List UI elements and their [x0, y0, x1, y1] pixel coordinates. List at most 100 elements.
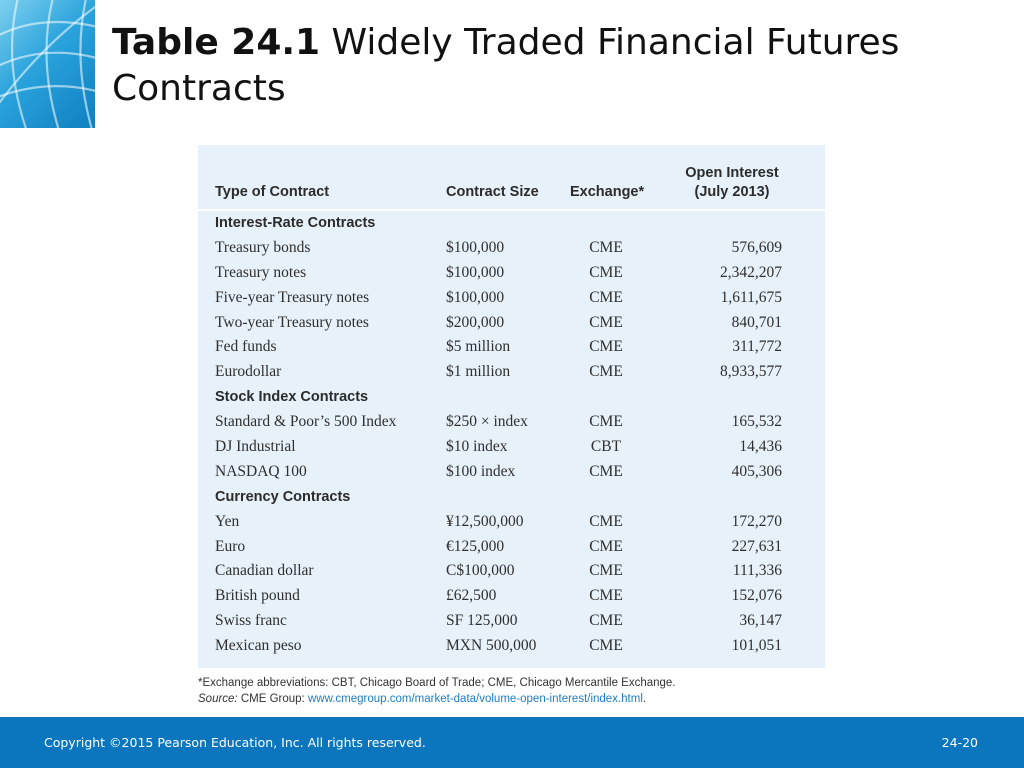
- cell-type: Eurodollar: [215, 363, 282, 381]
- cell-open-interest: 152,076: [731, 587, 782, 605]
- table-row: Fed funds $5 million CME 311,772: [198, 335, 825, 360]
- cell-exchange: CME: [589, 338, 623, 356]
- cell-size: $5 million: [446, 338, 511, 356]
- section-label: Currency Contracts: [215, 488, 351, 505]
- cell-type: Mexican peso: [215, 637, 302, 655]
- source-line: Source: CME Group: www.cmegroup.com/mark…: [198, 691, 898, 707]
- cell-type: NASDAQ 100: [215, 462, 307, 480]
- table-body: Interest-Rate Contracts Treasury bonds $10…: [198, 211, 825, 659]
- table-row: Two-year Treasury notes $200,000 CME 840,70…: [198, 311, 825, 336]
- header-open-interest-2: (July 2013): [694, 184, 770, 200]
- section-label: Interest-Rate Contracts: [215, 215, 376, 231]
- table-row: British pound £62,500 CME 152,076: [198, 584, 825, 609]
- cell-type: DJ Industrial: [215, 438, 296, 456]
- cell-size: $100,000: [446, 263, 505, 281]
- table-row: Five-year Treasury notes $100,000 CME 1,611…: [198, 286, 825, 311]
- cell-size: SF 125,000: [446, 612, 518, 630]
- cell-size: $100 index: [446, 462, 516, 480]
- futures-table: Type of Contract Contract Size Exchange*…: [198, 145, 825, 668]
- cell-type: Swiss franc: [215, 612, 287, 630]
- cell-size: MXN 500,000: [446, 637, 537, 655]
- cell-open-interest: 576,609: [731, 238, 782, 256]
- table-row: Treasury notes $100,000 CME 2,342,207: [198, 261, 825, 286]
- cell-open-interest: 405,306: [731, 462, 782, 480]
- cell-size: $10 index: [446, 438, 508, 456]
- cell-open-interest: 311,772: [732, 338, 782, 356]
- cell-exchange: CME: [589, 413, 623, 431]
- cell-exchange: CME: [589, 288, 623, 306]
- cell-open-interest: 8,933,577: [720, 363, 782, 381]
- cell-exchange: CME: [589, 512, 623, 530]
- cell-open-interest: 1,611,675: [720, 288, 782, 306]
- table-row: Yen ¥12,500,000 CME 172,270: [198, 510, 825, 535]
- table-row: Swiss franc SF 125,000 CME 36,147: [198, 609, 825, 634]
- header-type: Type of Contract: [215, 184, 330, 200]
- page-number: 24-20: [941, 735, 978, 750]
- slide-title: Table 24.1 Widely Traded Financial Futur…: [112, 20, 992, 112]
- cell-size: $1 million: [446, 363, 511, 381]
- cell-size: $250 × index: [446, 413, 528, 431]
- cell-type: Canadian dollar: [215, 562, 314, 580]
- cell-open-interest: 111,336: [732, 562, 782, 580]
- table-row: Treasury bonds $100,000 CME 576,609: [198, 236, 825, 261]
- source-link[interactable]: www.cmegroup.com/market-data/volume-open…: [307, 693, 643, 705]
- cell-exchange: CME: [589, 363, 623, 381]
- cell-open-interest: 172,270: [731, 512, 782, 530]
- header-size: Contract Size: [446, 184, 539, 200]
- cell-type: British pound: [215, 587, 300, 605]
- source-end: .: [642, 693, 647, 705]
- section-label: Stock Index Contracts: [215, 389, 369, 406]
- cell-size: $200,000: [446, 313, 505, 331]
- cell-exchange: CME: [589, 313, 623, 331]
- table-row: Mexican peso MXN 500,000 CME 101,051: [198, 634, 825, 659]
- cell-exchange: CME: [589, 238, 623, 256]
- cell-open-interest: 36,147: [739, 612, 782, 630]
- cell-type: Two-year Treasury notes: [215, 313, 369, 331]
- header-exchange: Exchange*: [570, 184, 645, 200]
- cell-exchange: CBT: [590, 438, 622, 456]
- table-row: Canadian dollar C$100,000 CME 111,336: [198, 559, 825, 584]
- section-heading: Currency Contracts: [198, 485, 825, 510]
- footnote: *Exchange abbreviations: CBT, Chicago Bo…: [198, 677, 676, 689]
- cell-size: $100,000: [446, 288, 505, 306]
- cell-type: Yen: [215, 512, 240, 530]
- source-text: CME Group:: [237, 693, 308, 705]
- slide-title-number: Table 24.1: [112, 22, 321, 63]
- cell-exchange: CME: [589, 562, 623, 580]
- cell-size: £62,500: [446, 587, 497, 605]
- cell-exchange: CME: [589, 612, 623, 630]
- cell-exchange: CME: [589, 537, 623, 555]
- cell-open-interest: 2,342,207: [720, 263, 782, 281]
- cell-size: €125,000: [446, 537, 505, 555]
- cell-exchange: CME: [589, 462, 623, 480]
- cell-type: Treasury bonds: [215, 238, 311, 256]
- cell-exchange: CME: [589, 637, 623, 655]
- cell-open-interest: 165,532: [731, 413, 782, 431]
- cell-exchange: CME: [589, 263, 623, 281]
- table-row: DJ Industrial $10 index CBT 14,436: [198, 435, 825, 460]
- cell-size: $100,000: [446, 238, 505, 256]
- table-row: Eurodollar $1 million CME 8,933,577: [198, 360, 825, 385]
- globe-lines-logo: [0, 0, 95, 128]
- copyright-text: Copyright ©2015 Pearson Education, Inc. …: [44, 735, 426, 750]
- cell-open-interest: 227,631: [731, 537, 782, 555]
- cell-type: Treasury notes: [215, 263, 307, 281]
- table-row: Standard & Poor’s 500 Index $250 × index C…: [198, 410, 825, 435]
- cell-exchange: CME: [589, 587, 623, 605]
- cell-open-interest: 840,701: [731, 313, 782, 331]
- table-header: Type of Contract Contract Size Exchange*…: [198, 145, 825, 211]
- footer-bar: Copyright ©2015 Pearson Education, Inc. …: [0, 717, 1024, 768]
- cell-type: Standard & Poor’s 500 Index: [215, 413, 397, 431]
- table-row: Euro €125,000 CME 227,631: [198, 535, 825, 560]
- cell-type: Fed funds: [215, 338, 277, 356]
- cell-open-interest: 14,436: [739, 438, 782, 456]
- source-label: Source:: [198, 693, 238, 705]
- cell-type: Five-year Treasury notes: [215, 288, 370, 306]
- slide-title-text: Widely Traded Financial Futures Contract…: [112, 22, 900, 109]
- table-notes: *Exchange abbreviations: CBT, Chicago Bo…: [198, 675, 898, 707]
- cell-type: Euro: [215, 537, 246, 555]
- header-open-interest-1: Open Interest: [685, 165, 779, 181]
- cell-open-interest: 101,051: [731, 637, 782, 655]
- section-heading: Stock Index Contracts: [198, 385, 825, 410]
- table-row: NASDAQ 100 $100 index CME 405,306: [198, 460, 825, 485]
